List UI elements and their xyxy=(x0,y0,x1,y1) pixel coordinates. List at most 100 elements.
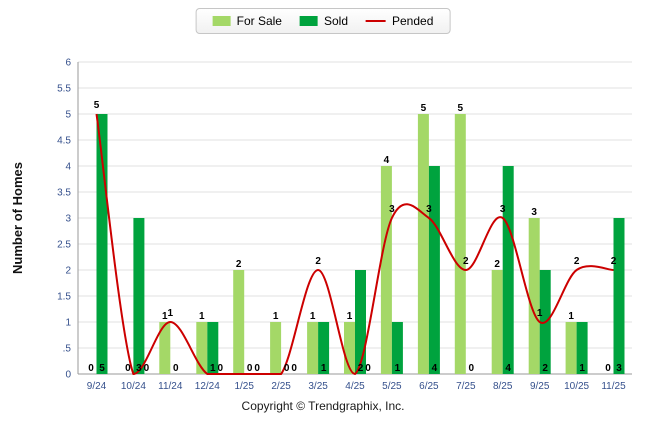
y-tick-label: 4.5 xyxy=(57,136,71,147)
x-tick-label: 10/25 xyxy=(564,381,589,392)
for-sale-bar xyxy=(454,114,466,374)
for-sale-value-label: 1 xyxy=(310,311,316,322)
for-sale-bar xyxy=(528,218,540,374)
for-sale-bar xyxy=(344,322,355,374)
sold-value-label: 0 xyxy=(284,363,290,374)
for-sale-value-label: 1 xyxy=(162,311,168,322)
pended-value-label: 2 xyxy=(611,256,617,267)
pended-line-swatch-icon xyxy=(366,20,387,22)
pended-value-label: 0 xyxy=(144,363,150,374)
pended-value-label: 0 xyxy=(218,363,224,374)
y-tick-label: 2.5 xyxy=(57,240,71,251)
x-tick-label: 11/25 xyxy=(601,381,626,392)
sold-bar xyxy=(428,166,440,374)
sold-value-label: 1 xyxy=(321,363,327,374)
pended-value-label: 1 xyxy=(537,308,543,319)
legend-label-pended: Pended xyxy=(392,14,434,28)
x-tick-label: 9/24 xyxy=(87,381,107,392)
x-tick-label: 9/25 xyxy=(530,381,550,392)
x-tick-label: 3/25 xyxy=(308,381,328,392)
sold-value-label: 2 xyxy=(542,363,548,374)
sold-value-label: 4 xyxy=(432,363,438,374)
sold-bar xyxy=(576,322,588,374)
pended-value-label: 1 xyxy=(168,308,174,319)
legend-item-for-sale: For Sale xyxy=(212,14,282,28)
for-sale-bar xyxy=(159,322,171,374)
y-tick-label: .5 xyxy=(63,344,72,355)
for-sale-value-label: 2 xyxy=(236,259,242,270)
for-sale-value-label: 1 xyxy=(273,311,279,322)
for-sale-value-label: 1 xyxy=(347,311,353,322)
y-tick-label: 4 xyxy=(65,162,71,173)
sold-value-label: 0 xyxy=(469,363,475,374)
legend: For Sale Sold Pended xyxy=(195,8,451,34)
for-sale-bar xyxy=(233,270,245,374)
y-tick-label: 3 xyxy=(65,214,71,225)
for-sale-bar xyxy=(491,270,503,374)
y-tick-label: 1 xyxy=(65,318,71,329)
sold-bar xyxy=(96,114,108,374)
for-sale-value-label: 0 xyxy=(605,363,611,374)
for-sale-value-label: 3 xyxy=(531,207,537,218)
for-sale-bar xyxy=(380,166,392,374)
for-sale-value-label: 4 xyxy=(384,155,390,166)
sold-bar xyxy=(133,218,145,374)
for-sale-value-label: 5 xyxy=(458,103,464,114)
y-tick-label: 5.5 xyxy=(57,84,71,95)
sold-bar xyxy=(318,322,330,374)
pended-value-label: 5 xyxy=(94,100,100,111)
for-sale-bar xyxy=(196,322,208,374)
x-tick-label: 8/25 xyxy=(493,381,513,392)
sold-bar xyxy=(613,218,625,374)
for-sale-bar xyxy=(270,322,282,374)
for-sale-value-label: 2 xyxy=(494,259,500,270)
pended-value-label: 2 xyxy=(574,256,580,267)
sold-value-label: 1 xyxy=(210,363,216,374)
for-sale-value-label: 5 xyxy=(421,103,427,114)
sold-bar xyxy=(355,270,366,374)
sold-value-label: 4 xyxy=(505,363,511,374)
sold-bar xyxy=(391,322,403,374)
for-sale-swatch-icon xyxy=(212,16,231,26)
sold-value-label: 1 xyxy=(579,363,585,374)
x-tick-label: 6/25 xyxy=(419,381,439,392)
pended-value-label: 2 xyxy=(463,256,469,267)
sold-value-label: 0 xyxy=(173,363,179,374)
y-tick-label: 6 xyxy=(65,58,71,69)
for-sale-value-label: 1 xyxy=(568,311,574,322)
sold-value-label: 3 xyxy=(136,363,142,374)
x-tick-label: 11/24 xyxy=(158,381,183,392)
for-sale-bar xyxy=(307,322,319,374)
x-tick-label: 7/25 xyxy=(456,381,476,392)
copyright-text: Copyright © Trendgraphix, Inc. xyxy=(241,399,405,413)
legend-item-sold: Sold xyxy=(299,14,349,28)
y-tick-label: 3.5 xyxy=(57,188,71,199)
x-tick-label: 12/24 xyxy=(195,381,220,392)
x-tick-label: 10/24 xyxy=(121,381,146,392)
x-tick-label: 4/25 xyxy=(345,381,365,392)
pended-value-label: 0 xyxy=(291,363,297,374)
pended-value-label: 0 xyxy=(365,363,371,374)
for-sale-value-label: 0 xyxy=(88,363,94,374)
y-tick-label: 1.5 xyxy=(57,292,71,303)
legend-label-for-sale: For Sale xyxy=(236,14,282,28)
legend-label-sold: Sold xyxy=(323,14,349,28)
sold-value-label: 3 xyxy=(616,363,622,374)
y-tick-label: 5 xyxy=(65,110,71,121)
pended-value-label: 3 xyxy=(389,204,395,215)
x-tick-label: 1/25 xyxy=(234,381,254,392)
pended-value-label: 2 xyxy=(315,256,321,267)
pended-value-label: 0 xyxy=(254,363,260,374)
sold-value-label: 1 xyxy=(395,363,401,374)
sold-value-label: 2 xyxy=(358,363,364,374)
for-sale-value-label: 0 xyxy=(125,363,131,374)
pended-line xyxy=(95,113,614,376)
pended-value-label: 3 xyxy=(426,204,432,215)
sold-swatch-icon xyxy=(299,16,318,26)
sold-value-label: 0 xyxy=(247,363,253,374)
for-sale-value-label: 1 xyxy=(199,311,205,322)
y-tick-label: 2 xyxy=(65,266,71,277)
x-tick-label: 2/25 xyxy=(271,381,291,392)
